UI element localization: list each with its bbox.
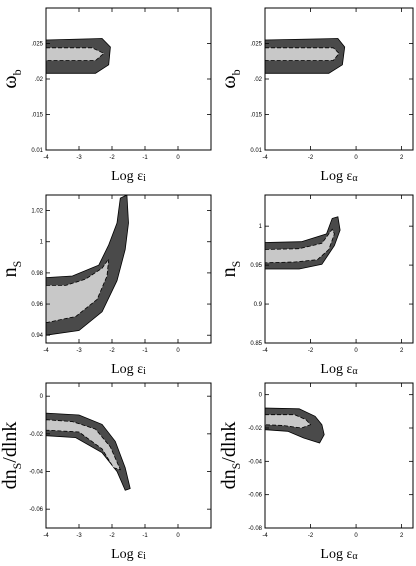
- confidence-regions: [265, 216, 341, 270]
- y-tick-label: -0.06: [248, 493, 262, 499]
- y-tick-label: .02: [35, 77, 44, 83]
- x-tick-label: -2: [308, 533, 314, 539]
- x-tick-label: 0: [354, 533, 358, 539]
- y-tick-label: 1: [40, 240, 44, 246]
- x-tick-label: 2: [400, 533, 404, 539]
- x-tick-label: 0: [354, 155, 358, 161]
- x-axis-label: Log εα: [320, 362, 358, 377]
- x-tick-label: -1: [142, 155, 148, 161]
- x-tick-label: 0: [354, 348, 358, 354]
- x-tick-label: -1: [142, 533, 148, 539]
- x-axis-label: Log εi: [111, 169, 146, 184]
- plot-frame: [45, 7, 212, 151]
- panel-ns-vs-eps-i: -4 -3 -2 -1 0 0.94 0.96 0.98 1 1.02 Log εi nS: [0, 194, 212, 377]
- contour-68-region: [46, 257, 110, 324]
- x-tick-label: -2: [109, 348, 115, 354]
- y-tick-label: .015: [250, 113, 262, 119]
- y-tick-label: .025: [250, 42, 262, 48]
- x-tick-label: -1: [142, 348, 148, 354]
- x-tick-label: 2: [400, 348, 404, 354]
- y-axis-label: dnS/dlnk: [218, 422, 243, 490]
- contour-68-region: [265, 47, 340, 61]
- y-tick-label: -0.08: [248, 526, 262, 532]
- y-tick-label: 0: [259, 393, 263, 399]
- y-tick-label: 1.02: [31, 209, 43, 215]
- y-tick-label: 0.98: [31, 271, 43, 277]
- x-tick-label: -3: [76, 155, 82, 161]
- x-axis-label: Log εi: [111, 362, 146, 377]
- y-axis-label: nS: [218, 261, 243, 278]
- confidence-regions: [46, 412, 131, 491]
- y-axis-label: ωb: [0, 69, 24, 88]
- contour-68-region: [46, 47, 105, 61]
- x-tick-label: -4: [262, 348, 268, 354]
- confidence-regions: [46, 38, 111, 74]
- contour-68-region: [265, 414, 312, 429]
- panel-ns-vs-eps-alpha: -4 -2 0 2 0.85 0.9 0.95 1 Log εα nS: [218, 194, 414, 377]
- confidence-regions: [46, 195, 129, 336]
- y-tick-label: .02: [254, 77, 263, 83]
- x-tick-label: -2: [109, 533, 115, 539]
- y-tick-label: -0.04: [248, 459, 262, 465]
- plot-frame: [264, 194, 414, 344]
- contour-95-region: [46, 412, 131, 491]
- x-tick-label: -2: [308, 155, 314, 161]
- y-axis-label: ωb: [218, 69, 243, 88]
- y-tick-label: 0.01: [31, 148, 43, 154]
- plot-frame: [45, 382, 212, 529]
- y-tick-label: -0.02: [248, 426, 262, 432]
- y-axis-label: dnS/dlnk: [0, 422, 24, 490]
- panel-omega-b-vs-eps-alpha: -4 -2 0 2 0.01 .015 .02 .025 Log εα ωb: [218, 7, 414, 184]
- x-tick-label: -2: [109, 155, 115, 161]
- x-axis-label: Log εi: [111, 547, 146, 562]
- panel-running-vs-eps-i: -4 -3 -2 -1 0 -0.06 -0.04 -0.02 0 Log εi dnS/dlnk: [0, 382, 212, 562]
- y-tick-label: 0.85: [250, 341, 262, 347]
- plot-frame: [264, 382, 414, 529]
- plot-frame: [45, 194, 212, 344]
- y-tick-label: 0.94: [31, 333, 43, 339]
- y-tick-label: 0.01: [250, 148, 262, 154]
- plot-frame: [264, 7, 414, 151]
- y-axis-label: nS: [0, 261, 24, 278]
- contour-68-region: [46, 419, 122, 471]
- x-tick-label: -3: [76, 533, 82, 539]
- x-axis-label: Log εα: [320, 169, 358, 184]
- panel-omega-b-vs-eps-i: -4 -3 -2 -1 0 0.01 .015 .02 .025 Log εi ωb: [0, 7, 212, 184]
- x-tick-label: -4: [43, 348, 49, 354]
- y-tick-label: .025: [31, 42, 43, 48]
- y-tick-label: 0.9: [254, 302, 263, 308]
- x-tick-label: 0: [176, 533, 180, 539]
- x-tick-label: 2: [400, 155, 404, 161]
- x-tick-label: -4: [262, 533, 268, 539]
- confidence-regions: [265, 38, 346, 74]
- x-tick-label: -4: [43, 533, 49, 539]
- y-tick-label: 0.95: [250, 263, 262, 269]
- y-tick-label: -0.06: [29, 507, 43, 513]
- y-tick-label: -0.02: [29, 432, 43, 438]
- x-tick-label: -4: [262, 155, 268, 161]
- panel-running-vs-eps-alpha: -4 -2 0 2 -0.08 -0.06 -0.04 -0.02 0 Log εα dnS/dln…: [218, 382, 414, 562]
- y-tick-label: 0: [40, 394, 44, 400]
- contour-68-region: [265, 228, 335, 264]
- x-tick-label: -4: [43, 155, 49, 161]
- x-tick-label: 0: [176, 155, 180, 161]
- x-tick-label: -2: [308, 348, 314, 354]
- x-tick-label: -3: [76, 348, 82, 354]
- x-tick-label: 0: [176, 348, 180, 354]
- y-tick-label: -0.04: [29, 470, 43, 476]
- y-tick-label: 1: [259, 224, 263, 230]
- y-tick-label: .015: [31, 113, 43, 119]
- confidence-regions: [265, 407, 325, 444]
- x-axis-label: Log εα: [320, 547, 358, 562]
- y-tick-label: 0.96: [31, 302, 43, 308]
